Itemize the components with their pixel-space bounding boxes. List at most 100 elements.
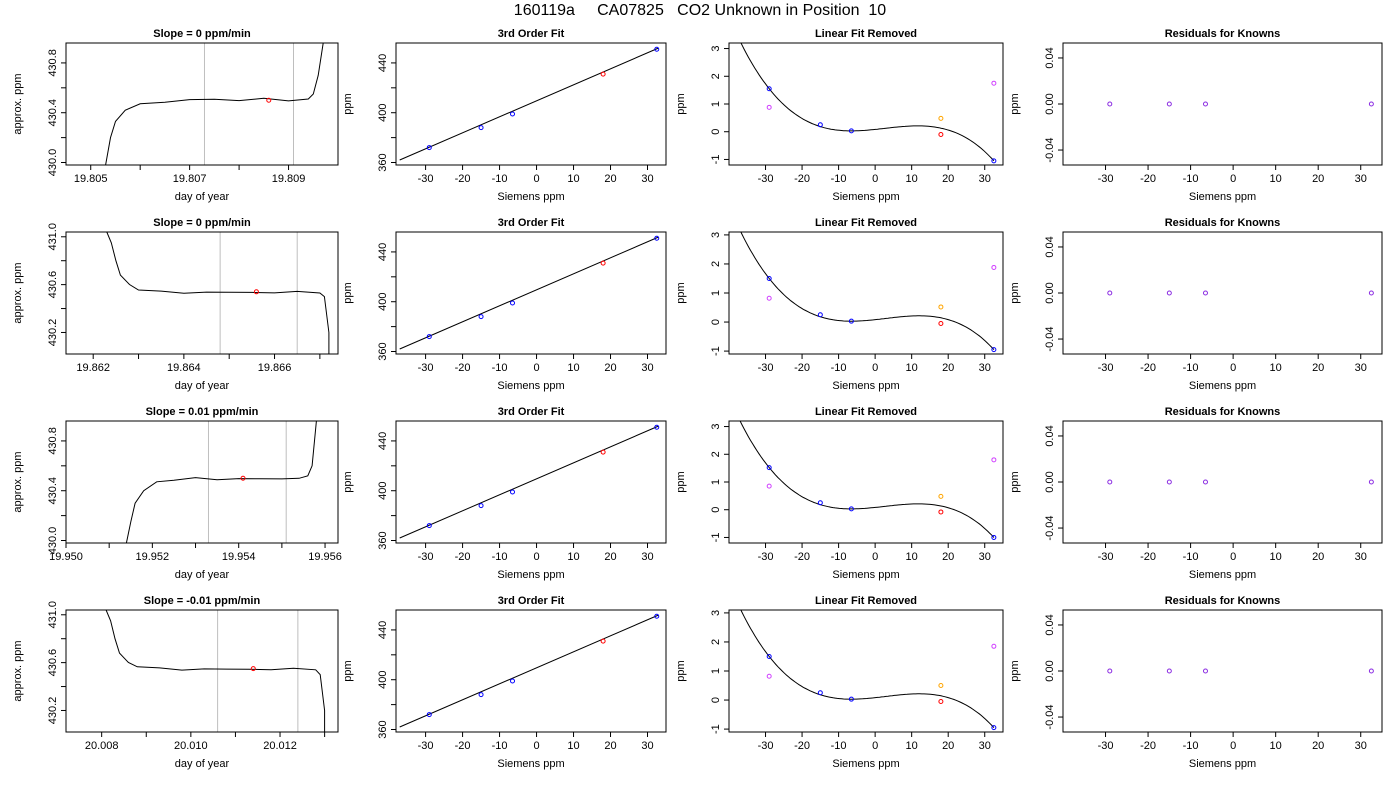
data-point — [766, 673, 772, 679]
x-axis-label: day of year — [175, 380, 230, 392]
data-point — [991, 158, 997, 164]
x-tick-label: 30 — [979, 551, 991, 563]
x-tick-label: -30 — [1098, 362, 1114, 374]
mean-marker — [250, 666, 256, 672]
concentration-trace — [125, 421, 317, 543]
data-point — [991, 347, 997, 353]
x-tick-label: 0 — [1230, 551, 1236, 563]
figure-title: 160119a CA07825 CO2 Unknown in Position … — [513, 2, 887, 19]
y-tick-label: 0 — [710, 507, 722, 513]
x-tick-label: 30 — [641, 362, 653, 374]
fit-curve — [399, 425, 659, 539]
x-axis-label: Siemens ppm — [497, 569, 564, 581]
data-point — [991, 80, 997, 86]
x-tick-label: 30 — [979, 173, 991, 185]
plot-area — [125, 421, 317, 543]
panel-r1c4: Residuals for Knowns -30 -20 -10 0 10 20 30 Siem… — [1009, 28, 1383, 203]
y-tick-label: 360 — [377, 153, 389, 171]
y-axis-label: ppm — [342, 471, 354, 492]
data-point — [510, 300, 516, 306]
y-tick-label: 3 — [710, 45, 722, 51]
y-tick-label: 0.04 — [1044, 425, 1056, 446]
plot-area — [399, 424, 660, 539]
data-point — [938, 304, 944, 310]
data-point — [510, 111, 516, 117]
x-tick-label: 30 — [1355, 173, 1367, 185]
y-tick-label: 430.0 — [47, 149, 59, 177]
panel-r3c1: Slope = 0.01 ppm/min 19.950 19.952 19.954 19… — [12, 406, 342, 581]
y-tick-label: 0 — [710, 697, 722, 703]
x-tick-label: 30 — [641, 173, 653, 185]
x-tick-label: -20 — [455, 173, 471, 185]
x-tick-label: 30 — [1355, 551, 1367, 563]
panel-r3c3: Linear Fit Removed-30 -20 -10 0 10 20 30Siemen… — [675, 406, 1004, 581]
y-tick-label: 0 — [710, 319, 722, 325]
data-point — [1166, 668, 1172, 674]
plot-area — [105, 610, 326, 732]
data-point — [478, 125, 484, 131]
x-tick-label: 19.864 — [167, 362, 201, 374]
data-point — [1166, 101, 1172, 107]
data-point — [817, 122, 823, 128]
y-tick-label: 431.0 — [47, 601, 59, 629]
panel-r2c1: Slope = 0 ppm/min 19.862 19.864 19.866 day o… — [12, 217, 339, 392]
x-tick-label: 20.008 — [85, 740, 119, 752]
x-tick-label: 19.956 — [308, 551, 342, 563]
x-tick-label: 0 — [872, 551, 878, 563]
panel-title: Slope = 0 ppm/min — [153, 217, 251, 229]
y-tick-label: 430.8 — [47, 49, 59, 77]
y-tick-label: 1 — [710, 101, 722, 107]
plot-frame — [728, 609, 1004, 733]
plot-frame — [728, 231, 1004, 355]
data-point — [991, 725, 997, 731]
x-tick-label: -10 — [1183, 362, 1199, 374]
plot-frame — [1062, 231, 1383, 355]
x-tick-label: 20.012 — [263, 740, 297, 752]
x-tick-label: -20 — [794, 740, 810, 752]
plot-area — [1107, 479, 1374, 485]
x-tick-label: 20 — [1312, 551, 1324, 563]
x-tick-label: 0 — [1230, 173, 1236, 185]
y-tick-label: -0.04 — [1044, 137, 1056, 162]
y-tick-label: 0.04 — [1044, 47, 1056, 68]
data-point — [1107, 290, 1113, 296]
data-point — [991, 457, 997, 463]
y-tick-label: 430.6 — [47, 271, 59, 299]
data-point — [991, 534, 997, 540]
data-point — [766, 465, 772, 471]
plot-area — [740, 610, 997, 731]
y-axis-label: ppm — [1009, 93, 1021, 114]
data-point — [426, 712, 432, 718]
y-tick-label: 400 — [377, 104, 389, 122]
y-axis-label: ppm — [342, 660, 354, 681]
data-point — [478, 503, 484, 509]
x-axis-label: Siemens ppm — [1189, 380, 1256, 392]
x-tick-label: -30 — [418, 173, 434, 185]
data-point — [766, 653, 772, 659]
x-tick-label: 10 — [906, 173, 918, 185]
x-tick-label: 0 — [1230, 740, 1236, 752]
plot-frame — [395, 609, 667, 733]
cubic-fit-curve — [740, 610, 995, 728]
x-tick-label: 0 — [533, 551, 539, 563]
x-tick-label: 30 — [979, 362, 991, 374]
data-point — [426, 523, 432, 529]
y-axis-label: ppm — [675, 660, 687, 681]
x-tick-label: -20 — [455, 551, 471, 563]
data-point — [938, 132, 944, 137]
plot-frame — [1062, 609, 1383, 733]
x-tick-label: -30 — [1098, 173, 1114, 185]
x-tick-label: -20 — [455, 740, 471, 752]
y-tick-label: -0.04 — [1044, 704, 1056, 729]
mean-marker — [240, 475, 246, 481]
y-tick-label: 400 — [377, 671, 389, 689]
data-point — [848, 318, 854, 324]
plot-frame — [65, 42, 339, 166]
x-tick-label: 0 — [872, 173, 878, 185]
y-axis-label: ppm — [1009, 471, 1021, 492]
panel-r3c2: 3rd Order Fit -30 -20 -10 0 10 20 30 Siemens ppm… — [342, 406, 667, 581]
x-tick-label: 10 — [1270, 551, 1282, 563]
data-point — [478, 692, 484, 698]
y-tick-label: 360 — [377, 531, 389, 549]
x-tick-label: -10 — [831, 551, 847, 563]
